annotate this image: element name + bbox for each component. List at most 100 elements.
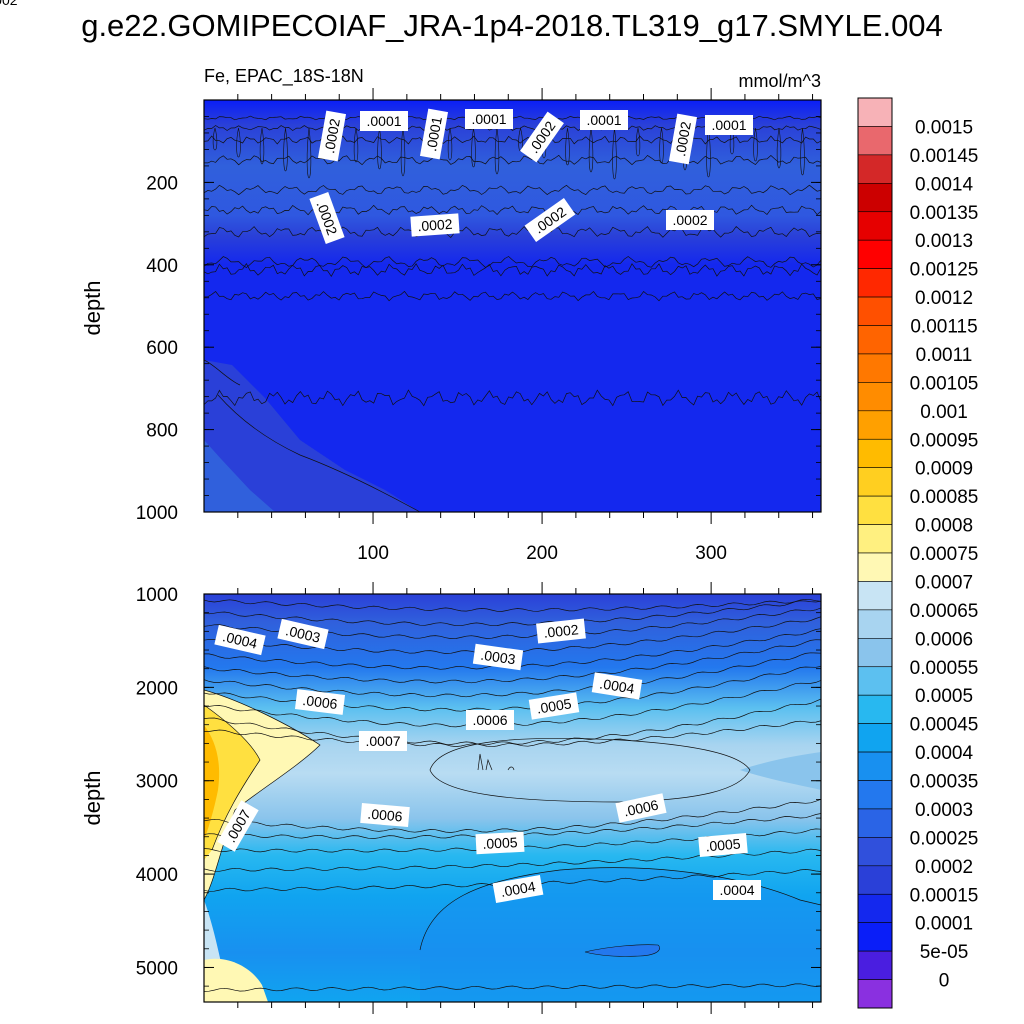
colorbar-label: 0.0012	[915, 288, 973, 309]
colorbar-swatch	[857, 126, 893, 156]
bottom-contour-label-box	[698, 832, 748, 858]
colorbar-swatch	[857, 581, 893, 611]
top-contour-line	[204, 225, 821, 239]
top-field-left-wedge	[204, 360, 420, 512]
bottom-left-max-region	[204, 725, 220, 840]
top-contour-spike	[353, 127, 359, 163]
top-contour-label-box	[580, 110, 628, 130]
colorbar-swatch	[857, 438, 893, 468]
colorbar-swatch	[857, 666, 893, 696]
y-tick-label: 400	[146, 256, 178, 277]
bottom-axis-ticks: 1000 2000 3000 4000 5000	[136, 582, 821, 1014]
bottom-contour-label-box	[360, 802, 410, 828]
colorbar-label: 0.001	[920, 402, 968, 423]
top-contour-labels: .0001 .0001 .0001 .0001 .0001 .0002 .0002 .0002…	[0, 0, 753, 244]
top-contour-label-text: .0002	[672, 212, 707, 228]
bottom-contour-line	[204, 848, 821, 872]
bottom-contour-label: .0007	[359, 731, 407, 751]
bottom-contour-label-box	[475, 831, 525, 855]
top-contour-spike	[494, 127, 500, 175]
bottom-contour-label-text: .0006	[472, 712, 507, 728]
bottom-ylabel: depth	[80, 770, 105, 825]
top-panel-frame	[203, 99, 822, 513]
y-tick-label: 5000	[136, 958, 178, 979]
colorbar-label: 0.00125	[910, 260, 979, 281]
y-tick-label: 600	[146, 338, 178, 359]
top-contour-label-box	[666, 210, 714, 230]
top-field-left-wedge-inner	[204, 440, 275, 512]
top-contour-spike	[212, 127, 218, 151]
top-contour-spike	[471, 127, 476, 168]
top-contour-spike	[565, 127, 570, 166]
colorbar-swatch	[857, 353, 893, 383]
top-contour-edge-1	[217, 394, 421, 512]
colorbar-frame	[857, 97, 893, 1009]
colorbar-label: 0.0007	[915, 572, 973, 593]
bottom-contour-label-text: .0006	[622, 796, 660, 819]
bottom-contour-left-core	[204, 704, 261, 851]
top-contour-label-box	[419, 108, 449, 160]
colorbar-label: 0.0003	[915, 800, 973, 821]
bottom-contour-label: .0006	[360, 802, 410, 828]
bottom-contour-label-text: .0004	[221, 628, 259, 652]
bottom-contour-label-text: .0004	[719, 882, 754, 898]
colorbar-label: 0.0014	[915, 174, 974, 195]
top-contour-label: .0002	[317, 110, 347, 162]
top-contour-spike	[377, 127, 382, 170]
bottom-contour-line	[204, 652, 821, 698]
colorbar-label: 0.00135	[910, 203, 979, 224]
top-contour-label: .0001	[419, 108, 449, 160]
top-contour-spike	[659, 127, 664, 164]
bottom-contour-label-text: .0004	[598, 675, 635, 696]
bottom-contour-label: .0003	[472, 643, 524, 671]
y-tick-label: 800	[146, 421, 178, 442]
bottom-contour-closed	[429, 737, 751, 803]
top-contour-line	[204, 290, 821, 302]
colorbar-label: 0.0011	[916, 345, 973, 366]
bottom-mid-island	[740, 752, 821, 790]
bottom-contour-label-text: .0006	[367, 806, 404, 825]
top-contour-label: .0001	[705, 115, 753, 135]
bottom-contour-label-box	[492, 874, 544, 904]
top-contour-label-box	[317, 110, 347, 162]
bottom-contour-label-text: .0004	[499, 878, 536, 900]
colorbar-label: 0.00105	[910, 373, 979, 394]
colorbar-swatch	[857, 154, 893, 184]
top-contour-spike	[776, 127, 782, 169]
colorbar-label: 0.00075	[910, 544, 979, 565]
colorbar-label: 0.00085	[910, 487, 979, 508]
top-contour-spike	[400, 127, 406, 177]
bottom-contour-labels: .0004 .0003 .0002 .0003 .0004 .0006 .0005 .0006…	[214, 618, 761, 904]
bottom-contour-speck	[477, 753, 515, 771]
x-tick-label: 100	[357, 543, 389, 564]
bottom-contour-line	[204, 598, 821, 612]
main-title: g.e22.GOMIPECOIAF_JRA-1p4-2018.TL319_g17…	[81, 8, 943, 43]
bottom-contour-label-text: .0005	[482, 834, 518, 852]
bottom-contour-label: .0005	[698, 832, 748, 858]
top-contour-label-box	[524, 198, 576, 242]
y-tick-label: 3000	[136, 772, 178, 793]
colorbar-swatch	[857, 296, 893, 326]
colorbar-swatch	[857, 97, 893, 127]
colorbar-label: 0.0004	[915, 743, 974, 764]
top-contour-spike	[706, 127, 711, 178]
top-contour-spike	[800, 127, 805, 176]
bottom-contour-label-text: .0005	[535, 695, 572, 716]
top-panel: 200 400 600 800 1000 100 200 300 Fe, EPAC_18S-1…	[0, 0, 822, 564]
top-contour-spike	[447, 127, 453, 161]
bottom-contour-label-box	[615, 793, 667, 823]
bottom-contour-label: .0004	[492, 874, 544, 904]
top-contour-label-text: .0001	[586, 112, 621, 128]
colorbar-label: 0.0009	[915, 459, 973, 480]
top-contour-label-text: .0002	[672, 120, 694, 157]
colorbar-swatch	[857, 268, 893, 298]
colorbar-label: 0.00145	[910, 146, 979, 167]
colorbar-label: 0.0015	[915, 117, 973, 138]
x-tick-label: 300	[695, 543, 727, 564]
top-contour-spike	[753, 127, 758, 162]
top-contour-label-text: .0002	[321, 117, 343, 154]
bottom-contour-label: .0005	[475, 831, 525, 855]
top-contour-label-text: .0001	[423, 115, 445, 152]
top-axis-ticks: 200 400 600 800 1000 100 200 300	[136, 88, 821, 564]
colorbar: 0.0015 0.00145 0.0014 0.00135 0.0013 0.00125 0…	[857, 97, 979, 1009]
